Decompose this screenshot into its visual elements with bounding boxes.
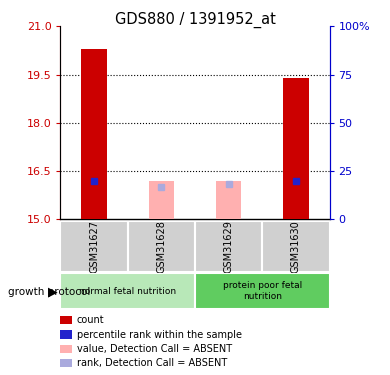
Text: value, Detection Call = ABSENT: value, Detection Call = ABSENT: [77, 344, 232, 354]
Bar: [60, 221, 128, 272]
Text: protein poor fetal
nutrition: protein poor fetal nutrition: [223, 281, 302, 301]
Text: rank, Detection Call = ABSENT: rank, Detection Call = ABSENT: [77, 358, 227, 368]
Bar: [128, 221, 195, 272]
Text: growth protocol: growth protocol: [8, 287, 90, 297]
Text: GSM31630: GSM31630: [291, 220, 301, 273]
Text: GSM31627: GSM31627: [89, 220, 99, 273]
Bar: [216, 181, 241, 219]
Bar: [195, 221, 262, 272]
Text: percentile rank within the sample: percentile rank within the sample: [77, 330, 242, 339]
Text: GSM31628: GSM31628: [156, 220, 167, 273]
Bar: [149, 181, 174, 219]
Text: GSM31629: GSM31629: [223, 220, 234, 273]
Bar: [195, 273, 330, 309]
Bar: [262, 221, 330, 272]
Text: ▶: ▶: [48, 285, 58, 298]
Bar: [60, 273, 195, 309]
Bar: [81, 49, 107, 219]
Text: normal fetal nutrition: normal fetal nutrition: [79, 286, 176, 296]
Text: count: count: [77, 315, 105, 325]
Bar: [283, 78, 309, 219]
Text: GDS880 / 1391952_at: GDS880 / 1391952_at: [115, 12, 275, 28]
